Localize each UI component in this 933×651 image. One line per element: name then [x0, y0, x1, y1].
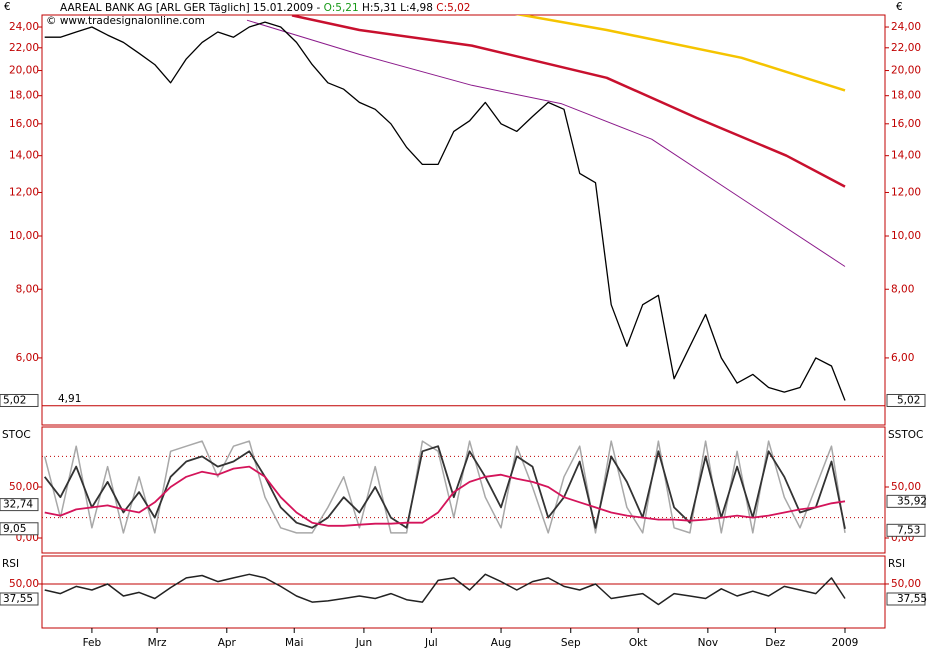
- value-marker: [886, 393, 926, 407]
- y-tick-label: 18,00: [9, 90, 39, 102]
- title-part: C:5,02: [436, 2, 470, 14]
- y-tick-label: 16,00: [9, 118, 39, 130]
- y-tick-label: 50,00: [891, 481, 921, 493]
- x-tick-label: Mrz: [148, 637, 167, 649]
- x-tick-label: Sep: [561, 637, 581, 649]
- title-part: H:5,31 L:4,98: [359, 2, 437, 14]
- series-line: [291, 15, 846, 188]
- y-tick-label: 8,00: [16, 283, 39, 295]
- x-tick-label: 2009: [832, 637, 859, 649]
- panel-frame: [41, 426, 886, 554]
- y-tick-label: 18,00: [891, 90, 921, 102]
- x-tick-label: Apr: [218, 637, 237, 649]
- y-tick-label: 14,00: [9, 150, 39, 162]
- title-part: AAREAL BANK AG [ARL GER Täglich] 15.01.2…: [60, 2, 324, 14]
- y-tick-label: 50,00: [9, 578, 39, 590]
- panel-label: RSI: [2, 558, 19, 570]
- value-marker-label: 5,02: [897, 394, 920, 406]
- value-marker-label: 9,05: [3, 523, 26, 535]
- x-tick-label: Jun: [355, 637, 372, 649]
- panel-label: SSTOC: [888, 429, 923, 441]
- series-line: [44, 573, 846, 606]
- y-tick-label: 16,00: [891, 118, 921, 130]
- plot-area: [42, 440, 885, 534]
- y-tick-label: 14,00: [891, 150, 921, 162]
- panel-label: RSI: [888, 558, 905, 570]
- value-marker: [886, 592, 926, 606]
- y-tick-label: 24,00: [891, 21, 921, 33]
- y-tick-label: 10,00: [891, 230, 921, 242]
- y-tick-label: 10,00: [9, 230, 39, 242]
- y-tick-label: 12,00: [891, 186, 921, 198]
- series-line: [246, 19, 846, 267]
- x-tick-label: Aug: [491, 637, 512, 649]
- value-marker: [0, 393, 39, 407]
- y-tick-label: 22,00: [891, 42, 921, 54]
- series-line: [43, 445, 846, 529]
- series-line: [44, 465, 846, 527]
- value-marker-label: 37,55: [897, 593, 927, 605]
- value-marker-label: 35,92: [897, 495, 927, 507]
- value-marker: [0, 522, 39, 536]
- value-marker: [886, 523, 926, 537]
- y-tick-label: 22,00: [9, 42, 39, 54]
- panel-label: STOC: [2, 429, 31, 441]
- y-tick-label: 8,00: [891, 283, 914, 295]
- x-tick-label: Okt: [629, 637, 647, 649]
- series-line: [44, 21, 846, 401]
- x-tick-label: Dez: [765, 637, 786, 649]
- series-line: [514, 15, 846, 92]
- y-tick-label: 50,00: [891, 578, 921, 590]
- y-tick-label: 20,00: [9, 65, 39, 77]
- panel-frame: [41, 14, 886, 426]
- value-marker-label: 5,02: [3, 394, 26, 406]
- currency-label: €: [4, 1, 11, 13]
- chart-title: AAREAL BANK AG [ARL GER Täglich] 15.01.2…: [60, 2, 470, 14]
- y-tick-label: 6,00: [891, 352, 914, 364]
- annotation: © www.tradesignalonline.com: [46, 15, 205, 27]
- x-tick-label: Jul: [424, 637, 438, 649]
- value-marker: [0, 592, 39, 606]
- value-marker-label: 32,74: [3, 499, 33, 511]
- plot-area: [42, 573, 885, 606]
- x-tick-label: Mai: [285, 637, 303, 649]
- x-tick-label: Nov: [698, 637, 719, 649]
- y-tick-label: 50,00: [9, 481, 39, 493]
- y-tick-label: 12,00: [9, 186, 39, 198]
- title-part: O:5,21: [324, 2, 359, 14]
- reference-label: 4,91: [58, 393, 81, 405]
- plot-area: [42, 15, 885, 407]
- x-tick-label: Feb: [83, 637, 102, 649]
- value-marker: [886, 494, 926, 508]
- value-marker-label: 37,55: [3, 593, 33, 605]
- y-tick-label: 24,00: [9, 21, 39, 33]
- panel-frame: [41, 555, 886, 629]
- y-tick-label: 20,00: [891, 65, 921, 77]
- y-tick-label: 6,00: [16, 352, 39, 364]
- value-marker: [0, 498, 39, 512]
- value-marker-label: 7,53: [897, 524, 920, 536]
- currency-label: €: [896, 1, 903, 13]
